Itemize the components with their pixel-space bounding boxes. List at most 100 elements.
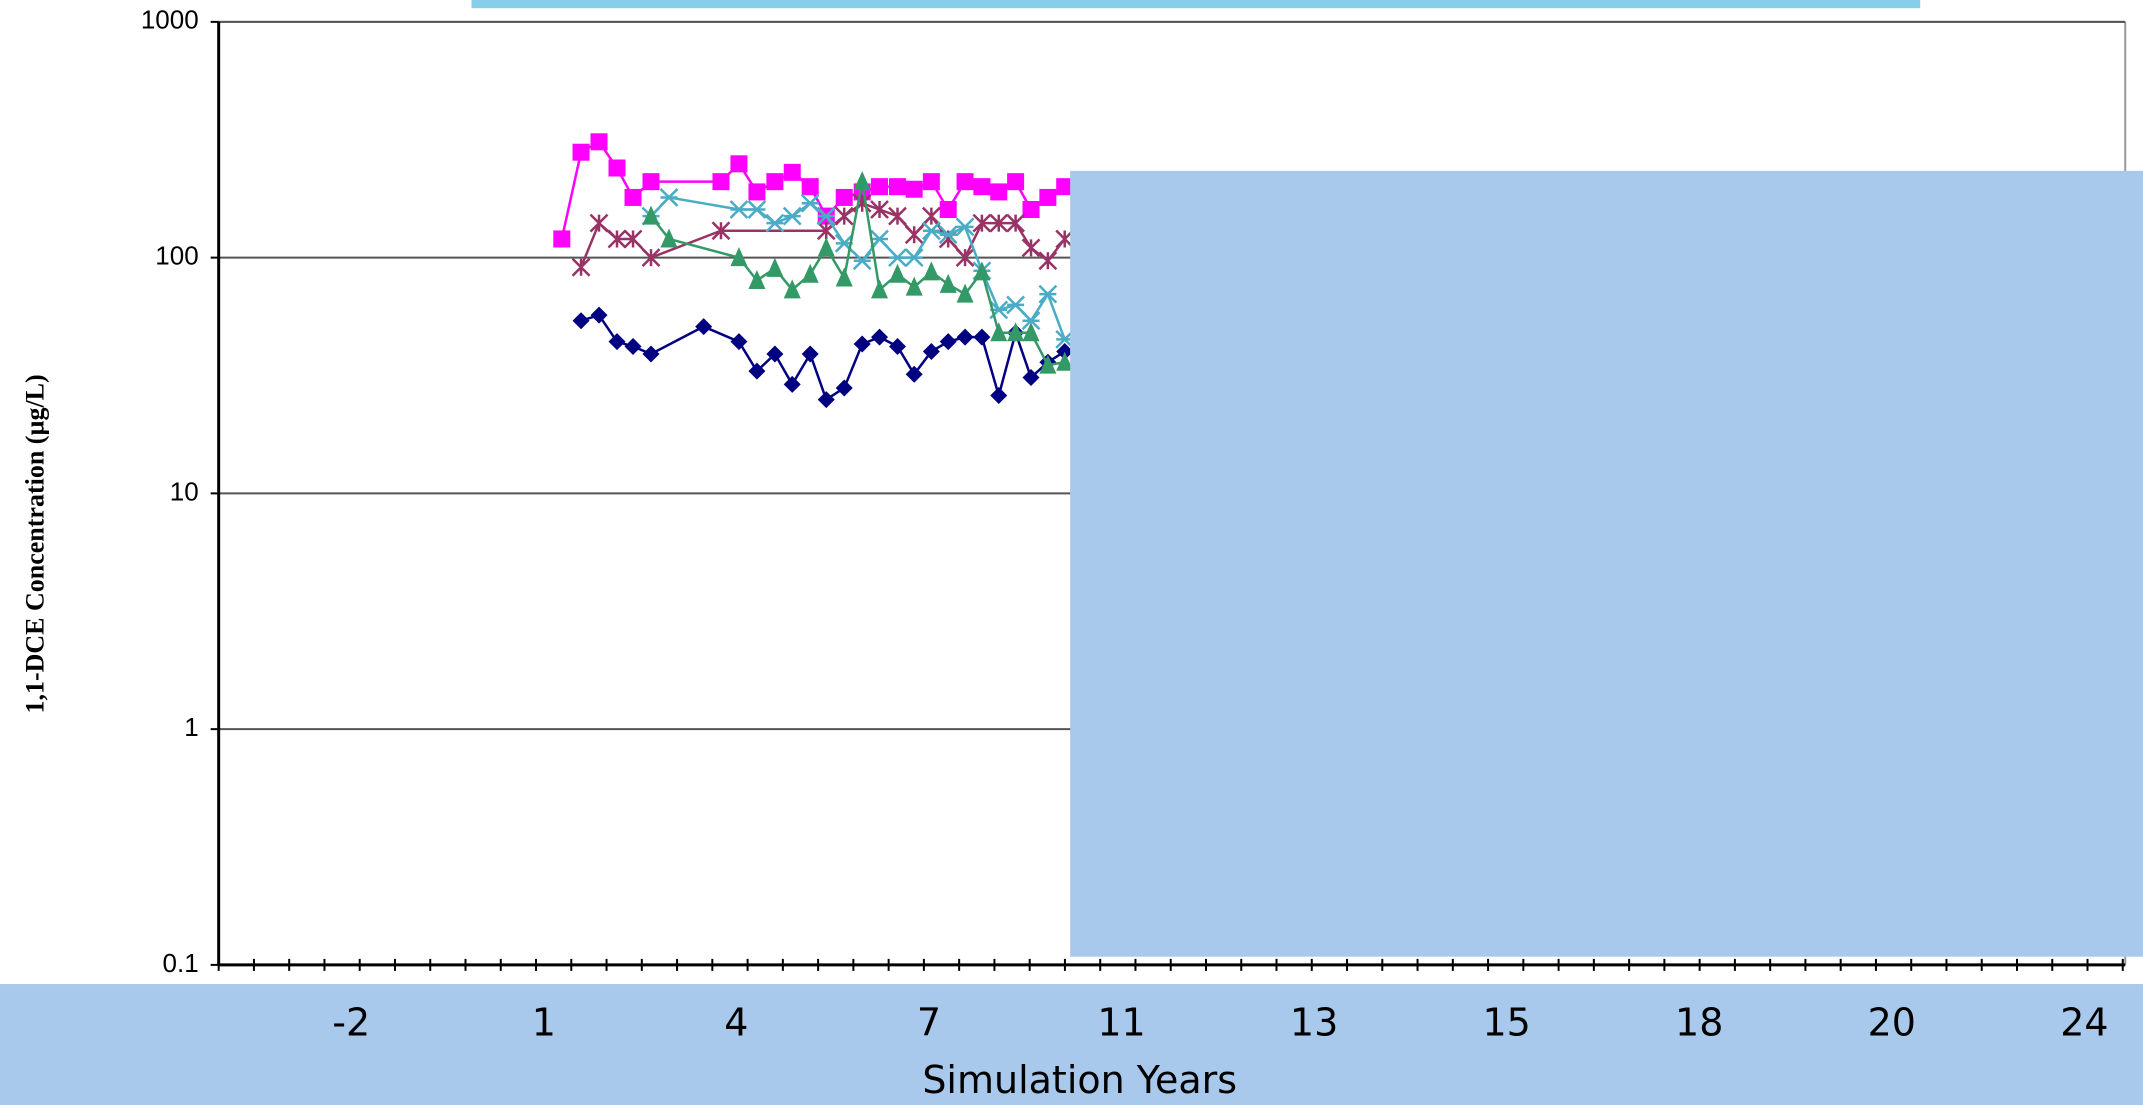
marker xyxy=(1056,351,1074,371)
marker xyxy=(607,229,627,249)
marker xyxy=(871,328,889,346)
marker xyxy=(956,328,974,346)
marker xyxy=(1022,322,1040,342)
y-tick-label: 100 xyxy=(155,240,198,270)
marker xyxy=(748,183,766,201)
marker xyxy=(659,188,679,207)
marker xyxy=(1022,201,1040,219)
marker xyxy=(801,178,819,196)
marker xyxy=(766,257,784,277)
x-tick-label: 1 xyxy=(532,1001,556,1045)
marker xyxy=(624,337,642,355)
series xyxy=(572,306,1074,409)
marker xyxy=(955,248,975,268)
x-tick-label: 15 xyxy=(1482,1001,1530,1045)
marker xyxy=(783,163,801,181)
x-tick-label: 13 xyxy=(1290,1001,1338,1045)
marker xyxy=(800,193,820,213)
marker xyxy=(572,312,590,330)
marker xyxy=(853,335,871,353)
series xyxy=(642,171,1074,374)
marker xyxy=(695,318,713,336)
marker xyxy=(834,206,854,226)
marker xyxy=(972,213,992,233)
series-line xyxy=(650,196,1066,340)
marker xyxy=(888,178,906,196)
marker xyxy=(801,263,819,283)
marker xyxy=(765,213,785,233)
marker xyxy=(835,267,853,287)
marker xyxy=(1038,284,1058,304)
y-tick-label: 1 xyxy=(184,712,198,742)
x-tick-label: 7 xyxy=(917,1001,941,1045)
marker xyxy=(590,133,608,151)
marker xyxy=(955,217,975,237)
marker xyxy=(711,221,731,241)
marker xyxy=(1056,342,1074,360)
marker xyxy=(590,306,608,324)
marker xyxy=(553,230,571,248)
marker xyxy=(730,333,748,351)
series-line xyxy=(580,313,1066,402)
marker xyxy=(921,206,941,226)
marker xyxy=(1038,251,1058,271)
marker xyxy=(990,183,1008,201)
y-tick-label: 1000 xyxy=(141,5,199,35)
marker xyxy=(730,247,748,267)
marker xyxy=(642,205,660,225)
marker xyxy=(888,206,907,226)
marker xyxy=(1021,238,1041,258)
series xyxy=(553,133,1074,248)
axis-band xyxy=(0,984,2143,1105)
marker xyxy=(1006,213,1025,233)
marker xyxy=(608,159,626,177)
marker xyxy=(835,188,853,206)
marker xyxy=(748,362,766,380)
marker xyxy=(939,273,957,293)
marker xyxy=(766,345,784,363)
marker xyxy=(904,225,924,245)
overlay-panel xyxy=(1070,170,2143,957)
marker xyxy=(1006,295,1025,315)
marker xyxy=(938,225,958,245)
marker xyxy=(905,365,923,383)
marker xyxy=(905,180,923,198)
marker xyxy=(973,178,991,196)
x-tick-label: 11 xyxy=(1097,1001,1145,1045)
marker xyxy=(641,248,661,268)
marker xyxy=(712,173,730,191)
marker xyxy=(571,257,591,277)
marker xyxy=(921,221,941,241)
marker xyxy=(589,213,609,233)
x-tick-label: 20 xyxy=(1868,1001,1916,1045)
marker xyxy=(835,379,853,397)
marker xyxy=(782,206,802,226)
marker xyxy=(1039,354,1057,374)
marker xyxy=(783,375,801,393)
marker xyxy=(956,283,974,303)
x-tick-label: 24 xyxy=(2060,1001,2108,1045)
marker xyxy=(1007,173,1025,191)
x-tick-label: 18 xyxy=(1675,1001,1723,1045)
marker xyxy=(642,173,660,191)
marker xyxy=(817,237,835,257)
y-axis-title: 1,1-DCE Concentration (µg/L) xyxy=(21,374,50,713)
marker xyxy=(572,143,590,161)
marker xyxy=(801,345,819,363)
x-tick-label: -2 xyxy=(332,1001,370,1045)
marker xyxy=(922,261,940,281)
marker xyxy=(1039,188,1057,206)
marker xyxy=(624,188,642,206)
marker xyxy=(642,345,660,363)
marker xyxy=(1007,322,1025,342)
marker xyxy=(816,206,836,226)
marker xyxy=(973,328,991,346)
marker xyxy=(608,333,626,351)
marker xyxy=(660,228,678,248)
marker xyxy=(973,261,991,281)
marker xyxy=(1056,178,1074,196)
marker xyxy=(990,387,1008,405)
marker xyxy=(888,337,906,355)
overlay-top-bar xyxy=(471,0,1921,9)
